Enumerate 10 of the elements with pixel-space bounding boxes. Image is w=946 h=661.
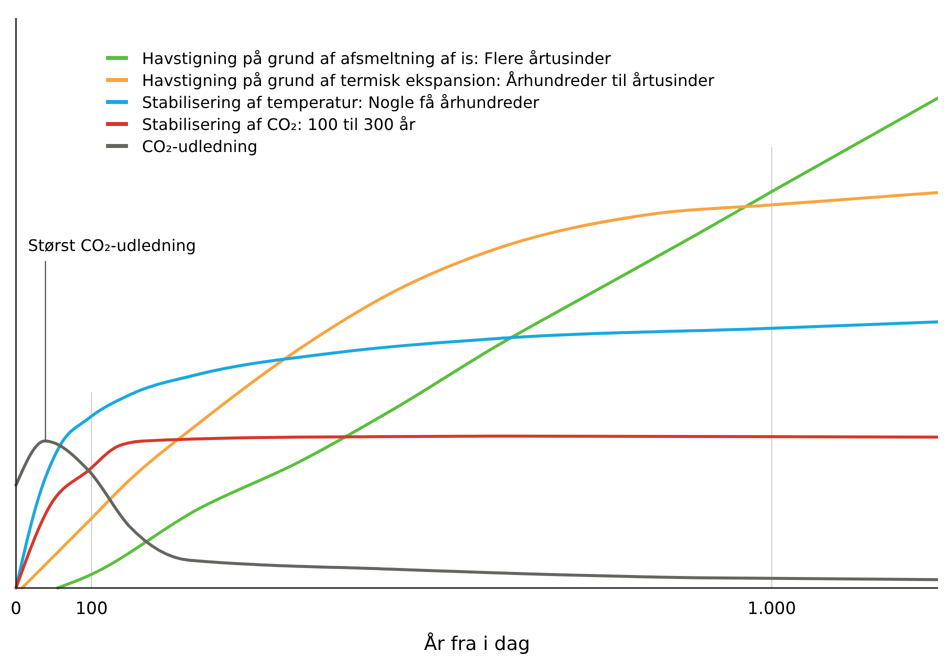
legend-label: CO₂-udledning: [142, 137, 258, 156]
annotation: Størst CO₂-udledning: [28, 236, 196, 255]
x-tick-label: 100: [75, 599, 108, 619]
legend-label: Stabilisering af temperatur: Nogle få århundreder: [142, 93, 540, 112]
legend-label: Havstigning på grund af afsmeltning af is: Flere årtusinder: [142, 49, 612, 68]
x-tick-label: 1.000: [747, 599, 796, 619]
x-axis-title: År fra i dag: [424, 632, 530, 655]
x-tick-label: 0: [10, 599, 22, 619]
legend-label: Stabilisering af CO₂: 100 til 300 år: [142, 115, 416, 134]
legend-label: Havstigning på grund af termisk ekspansion: Århundreder til årtusinder: [142, 71, 715, 90]
